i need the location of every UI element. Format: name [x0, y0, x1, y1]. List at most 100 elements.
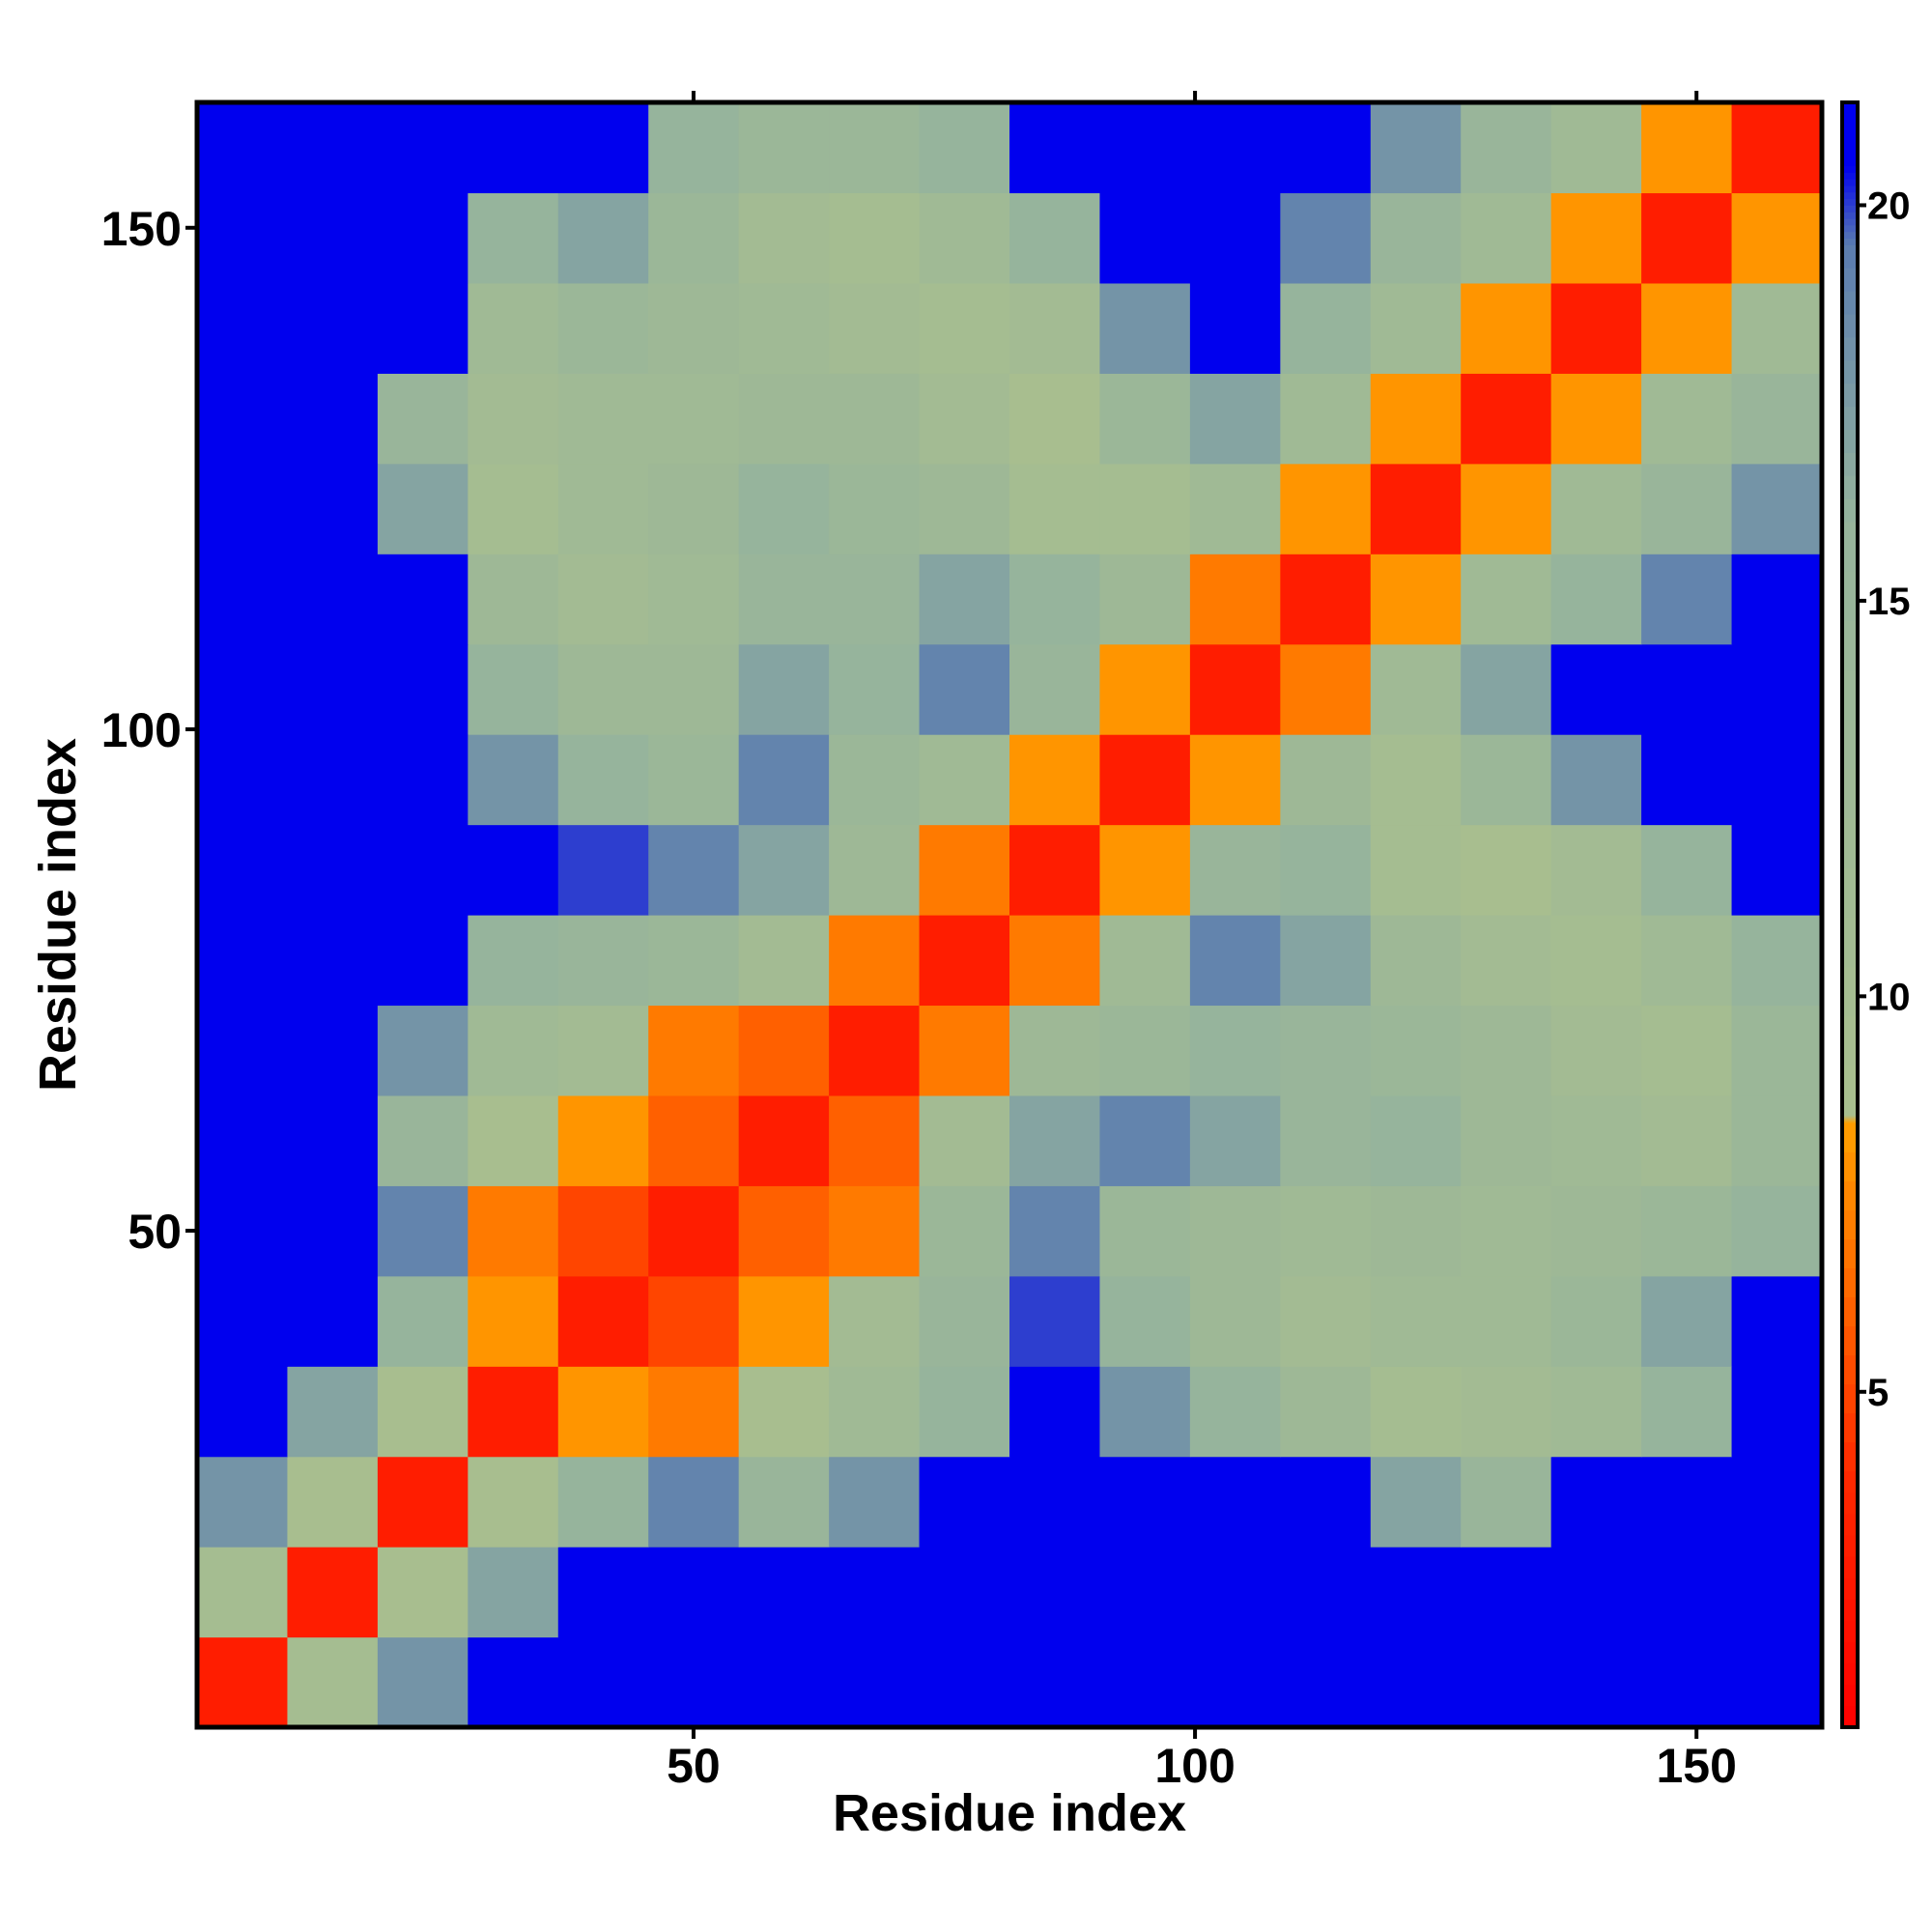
colorbar-segment	[1842, 1238, 1858, 1268]
heatmap-cell	[1461, 643, 1552, 735]
heatmap-cell	[1099, 824, 1191, 916]
heatmap-cell	[468, 1005, 559, 1096]
heatmap-cell	[468, 1636, 559, 1728]
heatmap-cell	[919, 1094, 1010, 1186]
heatmap-cell	[1370, 1547, 1462, 1638]
heatmap-cell	[1370, 373, 1462, 465]
heatmap-cell	[1099, 373, 1191, 465]
colorbar-segment	[1842, 1119, 1858, 1122]
heatmap-cell	[1550, 1275, 1642, 1367]
colorbar-segment	[1842, 917, 1858, 968]
heatmap-cell	[1461, 282, 1552, 374]
heatmap-cell	[377, 373, 469, 465]
x-tick-label: 100	[1154, 1739, 1235, 1793]
colorbar-segment	[1842, 571, 1858, 621]
heatmap-cell	[1280, 102, 1372, 194]
colorbar-segment	[1842, 244, 1858, 269]
heatmap-cell	[287, 1636, 379, 1728]
colorbar-tick-label: 20	[1867, 185, 1911, 227]
y-tick-label: 100	[101, 703, 182, 757]
colorbar-segment	[1842, 1441, 1858, 1472]
heatmap-cell	[197, 192, 289, 284]
heatmap-cell	[829, 554, 921, 645]
heatmap-cell	[197, 915, 289, 1007]
heatmap-cell	[377, 643, 469, 735]
heatmap-cell	[1009, 373, 1101, 465]
heatmap-cell	[557, 102, 649, 194]
heatmap-cell	[557, 1094, 649, 1186]
heatmap-cell	[1550, 1005, 1642, 1096]
colorbar-segment	[1842, 198, 1858, 206]
heatmap-cell	[287, 282, 379, 374]
heatmap-cell	[1370, 463, 1462, 554]
colorbar-segment	[1842, 1120, 1858, 1122]
heatmap-cell	[468, 1547, 559, 1638]
heatmap-cell	[1550, 1185, 1642, 1277]
heatmap-cell	[1280, 824, 1372, 916]
colorbar-segment	[1842, 268, 1858, 292]
heatmap-cell	[738, 1456, 830, 1548]
heatmap-cell	[738, 554, 830, 645]
heatmap-cell	[1550, 373, 1642, 465]
colorbar-segment	[1842, 1684, 1858, 1707]
heatmap-cell	[648, 1636, 740, 1728]
heatmap-cell	[377, 1547, 469, 1638]
colorbar-segment	[1842, 1267, 1858, 1298]
heatmap-cell	[1009, 282, 1101, 374]
heatmap-cell	[1280, 915, 1372, 1007]
heatmap-cell	[829, 192, 921, 284]
heatmap-cell	[557, 282, 649, 374]
heatmap-cell	[1461, 102, 1552, 194]
colorbar-segment	[1842, 452, 1858, 476]
heatmap-cell	[1731, 102, 1823, 194]
heatmap-cell	[1731, 463, 1823, 554]
heatmap-cell	[829, 1636, 921, 1728]
heatmap-cell	[1009, 824, 1101, 916]
heatmap-cell	[1280, 554, 1372, 645]
heatmap-cell	[1280, 463, 1372, 554]
colorbar-segment	[1842, 1115, 1858, 1117]
heatmap-cell	[1009, 554, 1101, 645]
colorbar-segment	[1842, 522, 1858, 572]
heatmap-cell	[287, 102, 379, 194]
heatmap-cell	[1641, 1547, 1733, 1638]
heatmap-cell	[1189, 1275, 1281, 1367]
heatmap-cell	[829, 102, 921, 194]
colorbar-segment	[1842, 1065, 1858, 1116]
heatmap-cell	[1370, 1005, 1462, 1096]
heatmap-cell	[1641, 192, 1733, 284]
heatmap-cell	[648, 1275, 740, 1367]
colorbar-segment	[1842, 1354, 1858, 1385]
heatmap-cell	[557, 192, 649, 284]
heatmap-cell	[1009, 1366, 1101, 1458]
y-tick-label: 50	[128, 1205, 182, 1259]
heatmap-cell	[1099, 734, 1191, 826]
heatmap-cell	[919, 373, 1010, 465]
heatmap-cell	[287, 1456, 379, 1548]
heatmap-cell	[197, 643, 289, 735]
heatmap-cell	[829, 1005, 921, 1096]
heatmap-cell	[468, 282, 559, 374]
heatmap-cell	[1370, 1094, 1462, 1186]
colorbar-segment	[1842, 118, 1858, 125]
colorbar-segment	[1842, 107, 1858, 114]
colorbar-segment	[1842, 212, 1858, 219]
heatmap-cell	[1280, 192, 1372, 284]
heatmap-cell	[1099, 1185, 1191, 1277]
colorbar-segment	[1842, 1119, 1858, 1121]
heatmap-cell	[377, 1366, 469, 1458]
heatmap-cell	[1189, 192, 1281, 284]
heatmap-cell	[1189, 463, 1281, 554]
colorbar-segment	[1842, 1015, 1858, 1066]
heatmap-cell	[648, 1094, 740, 1186]
heatmap-cell	[1099, 192, 1191, 284]
heatmap-cell	[1099, 1636, 1191, 1728]
heatmap-cell	[1009, 734, 1101, 826]
heatmap-cell	[919, 1636, 1010, 1728]
heatmap-cell	[1641, 102, 1733, 194]
colorbar-segment	[1842, 1641, 1858, 1664]
colorbar-tick-label: 10	[1867, 976, 1911, 1018]
heatmap-cell	[919, 102, 1010, 194]
heatmap-cell	[1009, 1275, 1101, 1367]
heatmap-cell	[1189, 643, 1281, 735]
